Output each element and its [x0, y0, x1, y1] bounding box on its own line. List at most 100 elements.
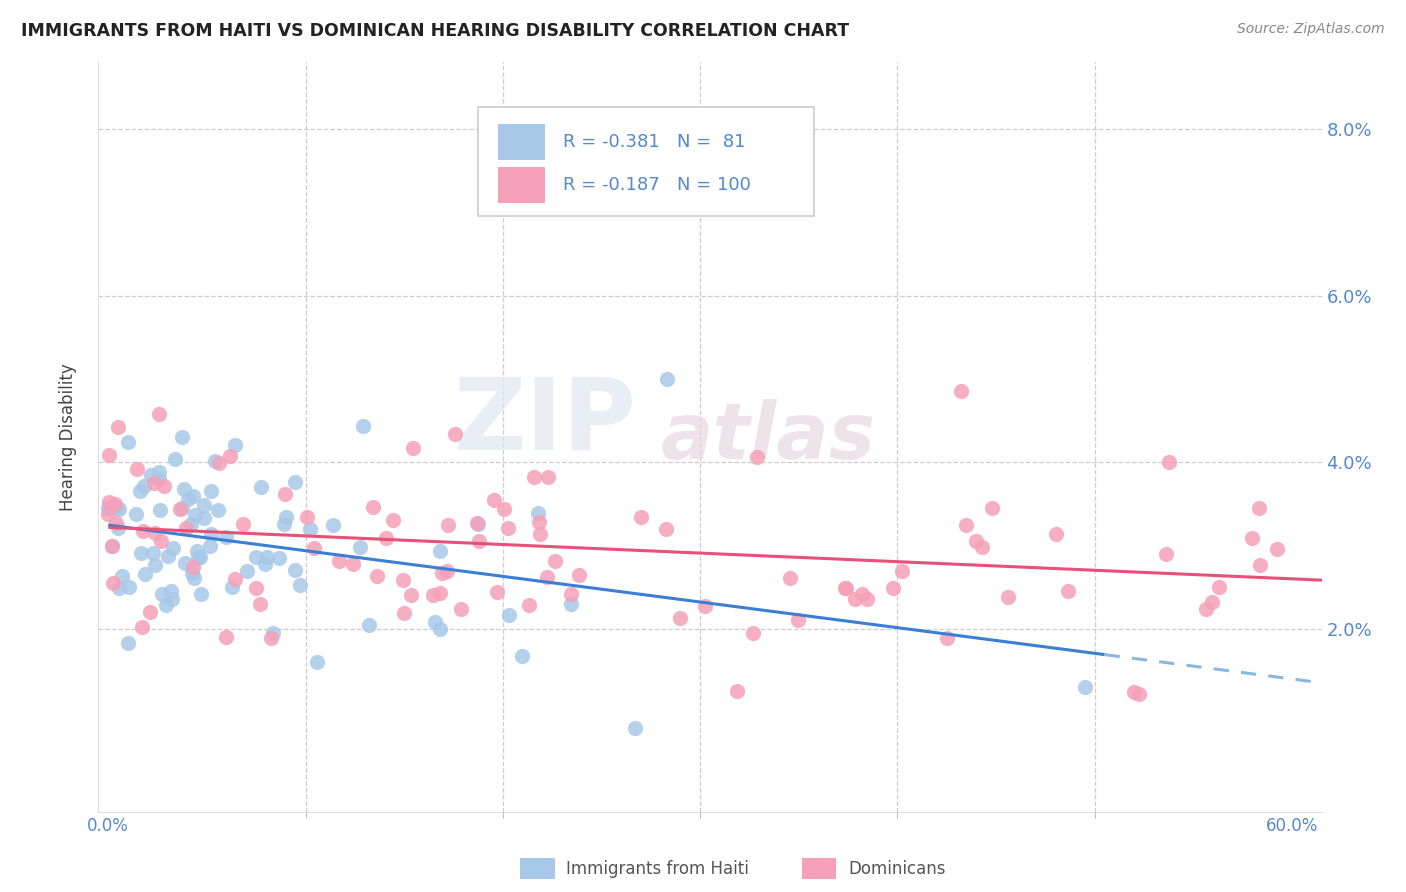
Point: [132, 524, 155, 538]
Point: [1195, 602, 1218, 616]
Point: [328, 554, 350, 568]
Point: [139, 605, 162, 619]
Point: [651, 168, 673, 182]
Point: [882, 582, 904, 596]
Point: [134, 479, 156, 493]
Point: [221, 580, 243, 594]
Point: [188, 549, 211, 564]
Point: [444, 427, 467, 442]
Point: [381, 513, 404, 527]
Point: [218, 449, 240, 463]
Point: [741, 626, 763, 640]
Point: [437, 517, 460, 532]
Point: [966, 533, 988, 548]
Point: [148, 465, 170, 479]
Point: [349, 540, 371, 554]
Point: [1201, 595, 1223, 609]
Point: [1265, 541, 1288, 556]
Point: [307, 655, 329, 669]
Point: [375, 531, 398, 545]
Point: [200, 539, 222, 553]
Point: [568, 568, 591, 582]
Y-axis label: Hearing Disability: Hearing Disability: [59, 363, 77, 511]
Point: [295, 509, 318, 524]
Point: [1128, 687, 1150, 701]
Point: [422, 589, 444, 603]
Point: [200, 526, 222, 541]
Point: [107, 521, 129, 535]
Point: [429, 586, 451, 600]
Point: [695, 599, 717, 614]
Point: [260, 631, 283, 645]
Point: [224, 572, 246, 586]
Point: [1045, 527, 1067, 541]
Point: [142, 546, 165, 560]
Text: Source: ZipAtlas.com: Source: ZipAtlas.com: [1237, 22, 1385, 37]
Point: [436, 564, 458, 578]
FancyBboxPatch shape: [801, 858, 837, 880]
Point: [402, 441, 425, 455]
Point: [1122, 685, 1144, 699]
Point: [630, 510, 652, 524]
Point: [180, 516, 202, 531]
Point: [232, 517, 254, 532]
Point: [1249, 558, 1271, 573]
Point: [1157, 455, 1180, 469]
Point: [654, 522, 676, 536]
Point: [183, 571, 205, 585]
Point: [429, 622, 451, 636]
Point: [250, 480, 273, 494]
Point: [835, 581, 858, 595]
Point: [149, 533, 172, 548]
Point: [851, 587, 873, 601]
Point: [181, 560, 204, 574]
Point: [97, 501, 120, 516]
Point: [527, 516, 550, 530]
Point: [527, 506, 550, 520]
Point: [465, 516, 488, 530]
Point: [170, 500, 193, 515]
Point: [215, 530, 238, 544]
Point: [143, 558, 166, 572]
Point: [560, 587, 582, 601]
Point: [256, 550, 278, 565]
Point: [890, 564, 912, 578]
Point: [215, 631, 238, 645]
Point: [273, 517, 295, 532]
Point: [149, 502, 172, 516]
Point: [274, 510, 297, 524]
Point: [173, 483, 195, 497]
Point: [366, 569, 388, 583]
Point: [517, 598, 540, 612]
Point: [184, 508, 207, 523]
Point: [190, 587, 212, 601]
Point: [131, 546, 153, 560]
Point: [98, 449, 121, 463]
FancyBboxPatch shape: [498, 168, 546, 203]
Point: [529, 527, 551, 541]
Point: [855, 591, 877, 606]
FancyBboxPatch shape: [498, 124, 546, 160]
Point: [361, 500, 384, 514]
Point: [668, 611, 690, 625]
Text: ZIP: ZIP: [454, 374, 637, 471]
Point: [172, 430, 194, 444]
Point: [142, 476, 165, 491]
Point: [544, 553, 567, 567]
Point: [117, 435, 139, 450]
Point: [254, 558, 277, 572]
Point: [972, 541, 994, 555]
Point: [1247, 501, 1270, 516]
Point: [100, 539, 122, 553]
Point: [152, 587, 174, 601]
Point: [267, 551, 290, 566]
Point: [955, 517, 977, 532]
Point: [512, 648, 534, 663]
Point: [117, 580, 139, 594]
Point: [786, 613, 808, 627]
Point: [200, 483, 222, 498]
Text: R = -0.381   N =  81: R = -0.381 N = 81: [564, 133, 745, 151]
Point: [207, 502, 229, 516]
Point: [181, 489, 204, 503]
Point: [482, 492, 505, 507]
